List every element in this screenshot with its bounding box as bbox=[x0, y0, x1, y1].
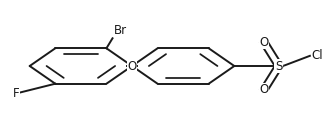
Text: S: S bbox=[275, 60, 282, 72]
Text: O: O bbox=[259, 83, 269, 96]
Text: F: F bbox=[13, 87, 19, 100]
Text: O: O bbox=[259, 36, 269, 49]
Text: Br: Br bbox=[114, 24, 127, 37]
Text: O: O bbox=[127, 60, 137, 72]
Text: Cl: Cl bbox=[312, 49, 323, 62]
